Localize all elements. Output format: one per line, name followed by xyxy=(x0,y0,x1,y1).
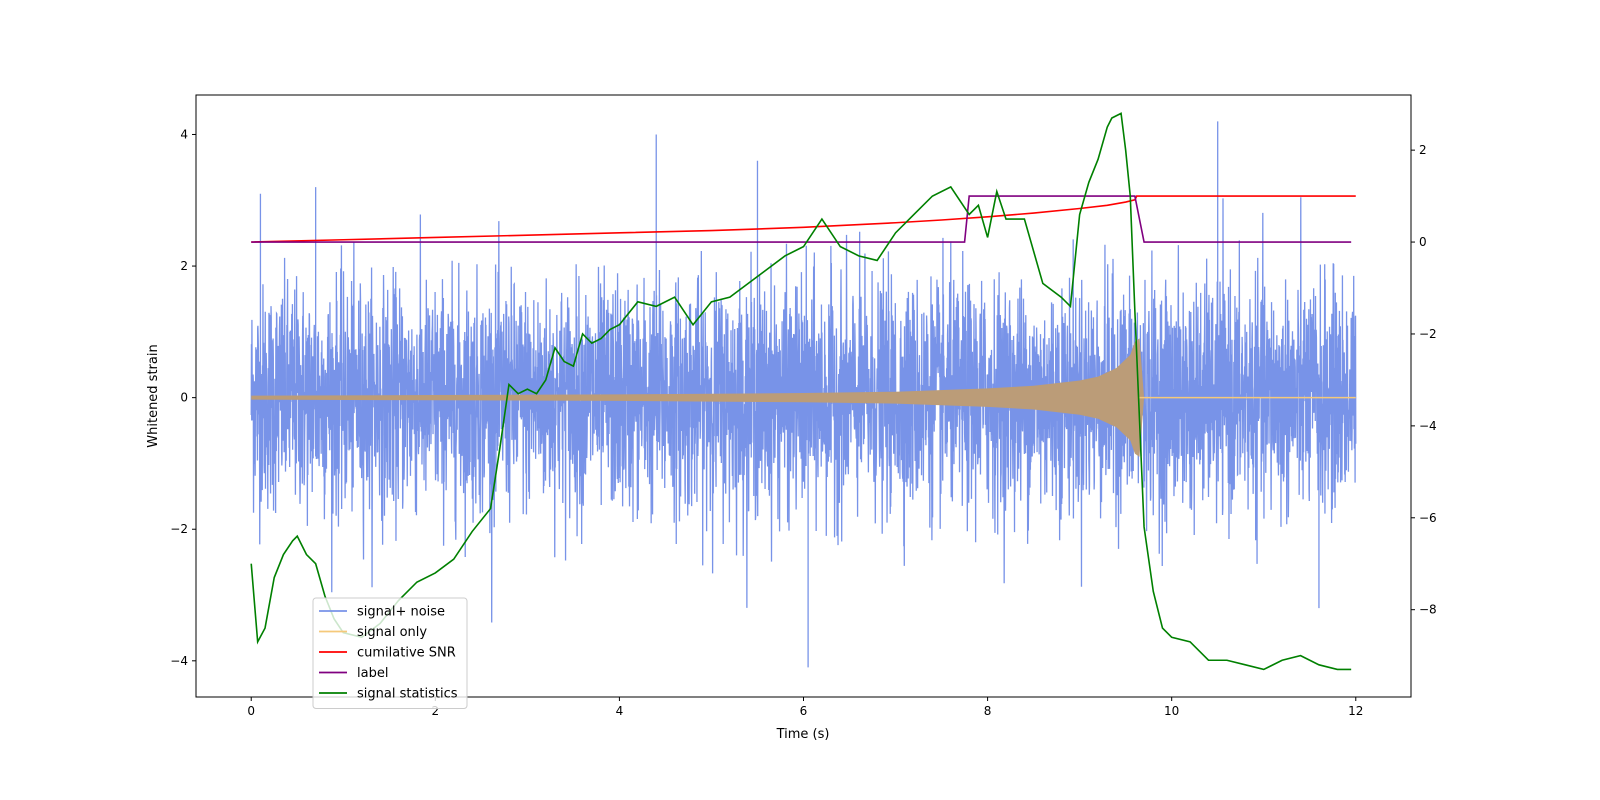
y-axis-label: Whitened strain xyxy=(146,344,161,447)
y2-tick-label: −2 xyxy=(1419,327,1437,341)
y-tick-label: −2 xyxy=(170,522,188,536)
y-tick-label: 0 xyxy=(180,391,188,405)
y2-tick-label: −6 xyxy=(1419,511,1437,525)
x-tick-label: 2 xyxy=(431,704,439,718)
x-tick-label: 12 xyxy=(1348,704,1363,718)
legend-label-cumilative-snr: cumilative SNR xyxy=(357,646,456,661)
y-tick-label: −4 xyxy=(170,654,188,668)
legend-label-label: label xyxy=(357,666,388,681)
series-signal-only xyxy=(251,338,1356,457)
y2-tick-label: 0 xyxy=(1419,235,1427,249)
x-axis-label: Time (s) xyxy=(776,727,830,742)
y-tick-label: 4 xyxy=(180,127,188,141)
series-signal-noise xyxy=(250,121,1357,668)
x-tick-label: 10 xyxy=(1164,704,1179,718)
x-tick-label: 6 xyxy=(800,704,808,718)
legend: signal+ noise signal only cumilative SNR la… xyxy=(312,597,468,709)
y2-tick-label: 2 xyxy=(1419,143,1427,157)
y-axis-left: −4 −2 0 2 4 xyxy=(170,127,196,668)
x-tick-label: 8 xyxy=(984,704,992,718)
series-label xyxy=(251,195,1352,243)
y2-tick-label: −8 xyxy=(1419,603,1437,617)
y-axis-right: −8 −6 −4 −2 0 2 xyxy=(1411,143,1437,617)
legend-label-signal-noise: signal+ noise xyxy=(357,605,445,620)
y2-tick-label: −4 xyxy=(1419,419,1437,433)
y-tick-label: 2 xyxy=(180,259,188,273)
x-tick-label: 0 xyxy=(247,704,255,718)
x-axis: 0 2 4 6 8 10 12 xyxy=(247,697,1363,718)
plot-area xyxy=(250,112,1357,671)
legend-label-signal-statistics: signal statistics xyxy=(357,687,458,702)
series-cumilative-snr xyxy=(251,195,1356,243)
x-tick-label: 4 xyxy=(616,704,624,718)
legend-label-signal-only: signal only xyxy=(357,625,427,640)
legend-box xyxy=(312,597,468,709)
